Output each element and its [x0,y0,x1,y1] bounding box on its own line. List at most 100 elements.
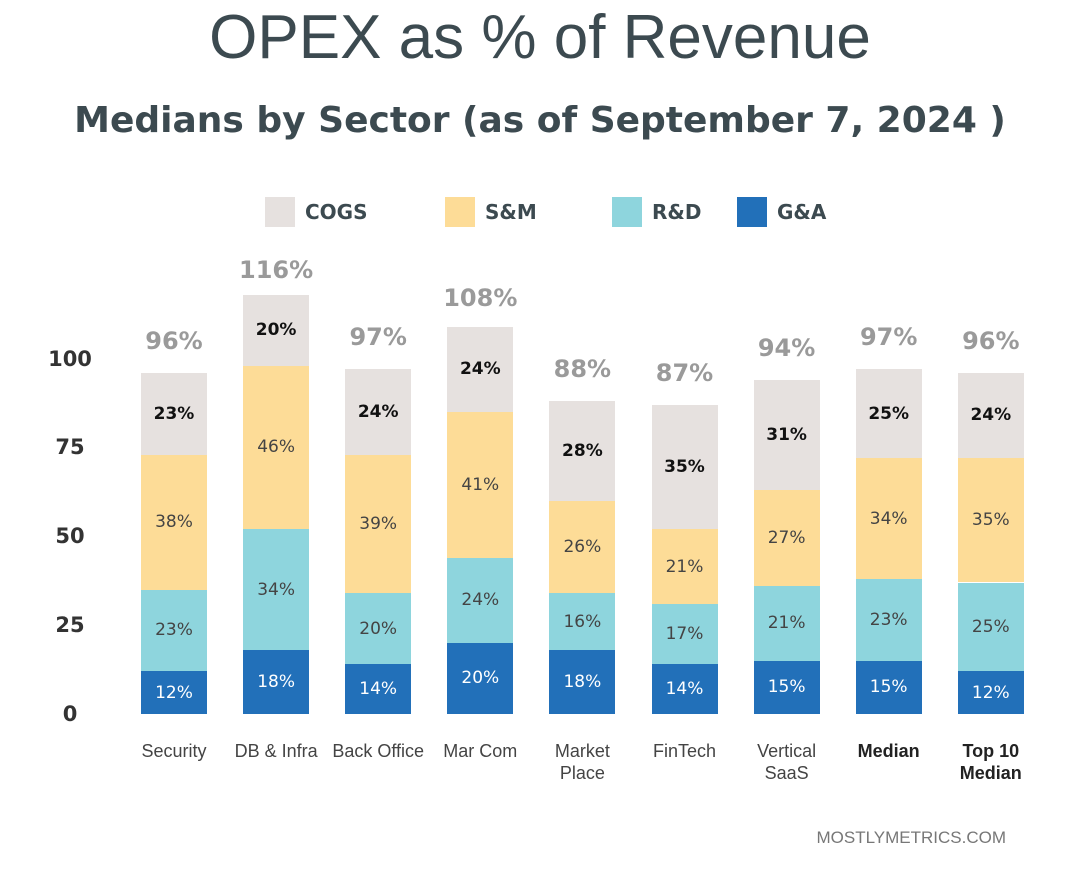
legend-label: G&A [777,200,827,224]
segment-label: 14% [359,679,398,700]
x-tick-label: Security [141,741,207,761]
segment-label: 26% [563,536,602,557]
segment-label: 24% [461,590,500,611]
segment-label: 20% [255,320,297,341]
legend-swatch [612,197,642,227]
bar-segment [855,660,922,714]
segment-label: 24% [357,401,399,422]
bar-segment [651,603,718,665]
bar-segment [753,490,820,587]
total-label: 87% [655,358,714,387]
legend-swatch [265,197,295,227]
x-tick-label: DB & Infra [234,741,318,761]
bar-segment [447,326,514,412]
total-label: 96% [145,326,203,355]
bar-segment [957,458,1024,583]
segment-label: 18% [563,672,602,692]
y-tick-label: 25 [55,613,85,638]
bar-segment [345,454,412,594]
bar-segment [345,369,412,455]
x-tick-label: Back Office [332,741,425,761]
segment-label: 27% [767,528,806,549]
x-tick-label: Vertical SaaS [757,741,817,783]
segment-label: 24% [459,359,501,380]
segment-label: 34% [257,579,295,600]
segment-label: 31% [766,425,807,446]
bar-segment [447,411,514,558]
bar-segment [141,372,207,455]
bar-segment [345,593,412,665]
total-label: 116% [239,255,314,284]
segment-label: 35% [971,510,1010,531]
bar-segment [243,294,310,366]
legend-label: R&D [652,200,702,224]
segment-label: 18% [257,672,295,692]
chart-subtitle: Medians by Sector (as of September 7, 20… [74,100,1006,141]
bar-segment [651,404,718,530]
segment-label: 25% [868,403,910,424]
legend-swatch [445,197,475,227]
total-label: 88% [553,355,612,384]
segment-label: 21% [767,613,806,634]
segment-label: 15% [869,677,908,698]
bar-segment [753,586,820,661]
segment-label: 38% [155,512,193,533]
segment-label: 25% [971,616,1010,637]
segment-label: 17% [665,624,704,645]
y-tick-label: 100 [48,346,92,371]
bar-segment [957,372,1024,459]
total-label: 94% [757,333,816,362]
segment-label: 12% [971,682,1010,703]
segment-label: 23% [869,609,908,630]
segment-label: 21% [665,556,704,577]
bar-segment [141,671,207,714]
bar-segment [651,664,718,714]
bar-segment [243,365,310,530]
bar-segment [957,671,1024,714]
segment-label: 41% [461,474,500,495]
bar-segment [753,660,820,714]
y-tick-label: 50 [55,524,85,549]
bar-segment [549,650,616,714]
source: MOSTLYMETRICS.COM [816,828,1006,847]
segment-label: 15% [767,677,806,698]
bar-segment [855,458,922,579]
bar-segment [447,642,514,714]
bar-segment [141,454,207,590]
total-label: 96% [962,326,1020,355]
x-tick-label: Top 10 Median [959,741,1022,783]
bar-segment [957,582,1024,672]
segment-label: 23% [153,403,195,424]
bar-segment [549,593,616,651]
legend-swatch [737,197,767,227]
segment-label: 23% [155,620,193,641]
bar-segment [855,369,922,459]
x-tick-label: Median [857,741,920,761]
bar-segment [549,500,616,594]
segment-label: 39% [359,513,398,534]
bar-segment [855,578,922,661]
bar-segment [753,379,820,491]
bar-segment [651,529,718,604]
segment-label: 28% [562,441,603,461]
total-label: 108% [443,284,518,313]
bar-segment [141,589,207,672]
bar-segment [447,557,514,643]
bar-segment [243,650,310,714]
chart-title: OPEX as % of Revenue [209,3,871,72]
legend-label: COGS [305,200,368,224]
bar-segment [549,401,616,501]
total-label: 97% [859,323,918,352]
bar-segment [243,529,310,651]
segment-label: 35% [664,457,705,477]
x-tick-label: FinTech [652,741,717,761]
segment-label: 24% [970,405,1012,426]
segment-label: 20% [359,618,398,639]
segment-label: 14% [665,679,704,700]
y-tick-label: 75 [55,435,85,460]
y-tick-label: 0 [62,702,78,726]
segment-label: 34% [869,508,908,529]
bar-segment [345,664,412,714]
